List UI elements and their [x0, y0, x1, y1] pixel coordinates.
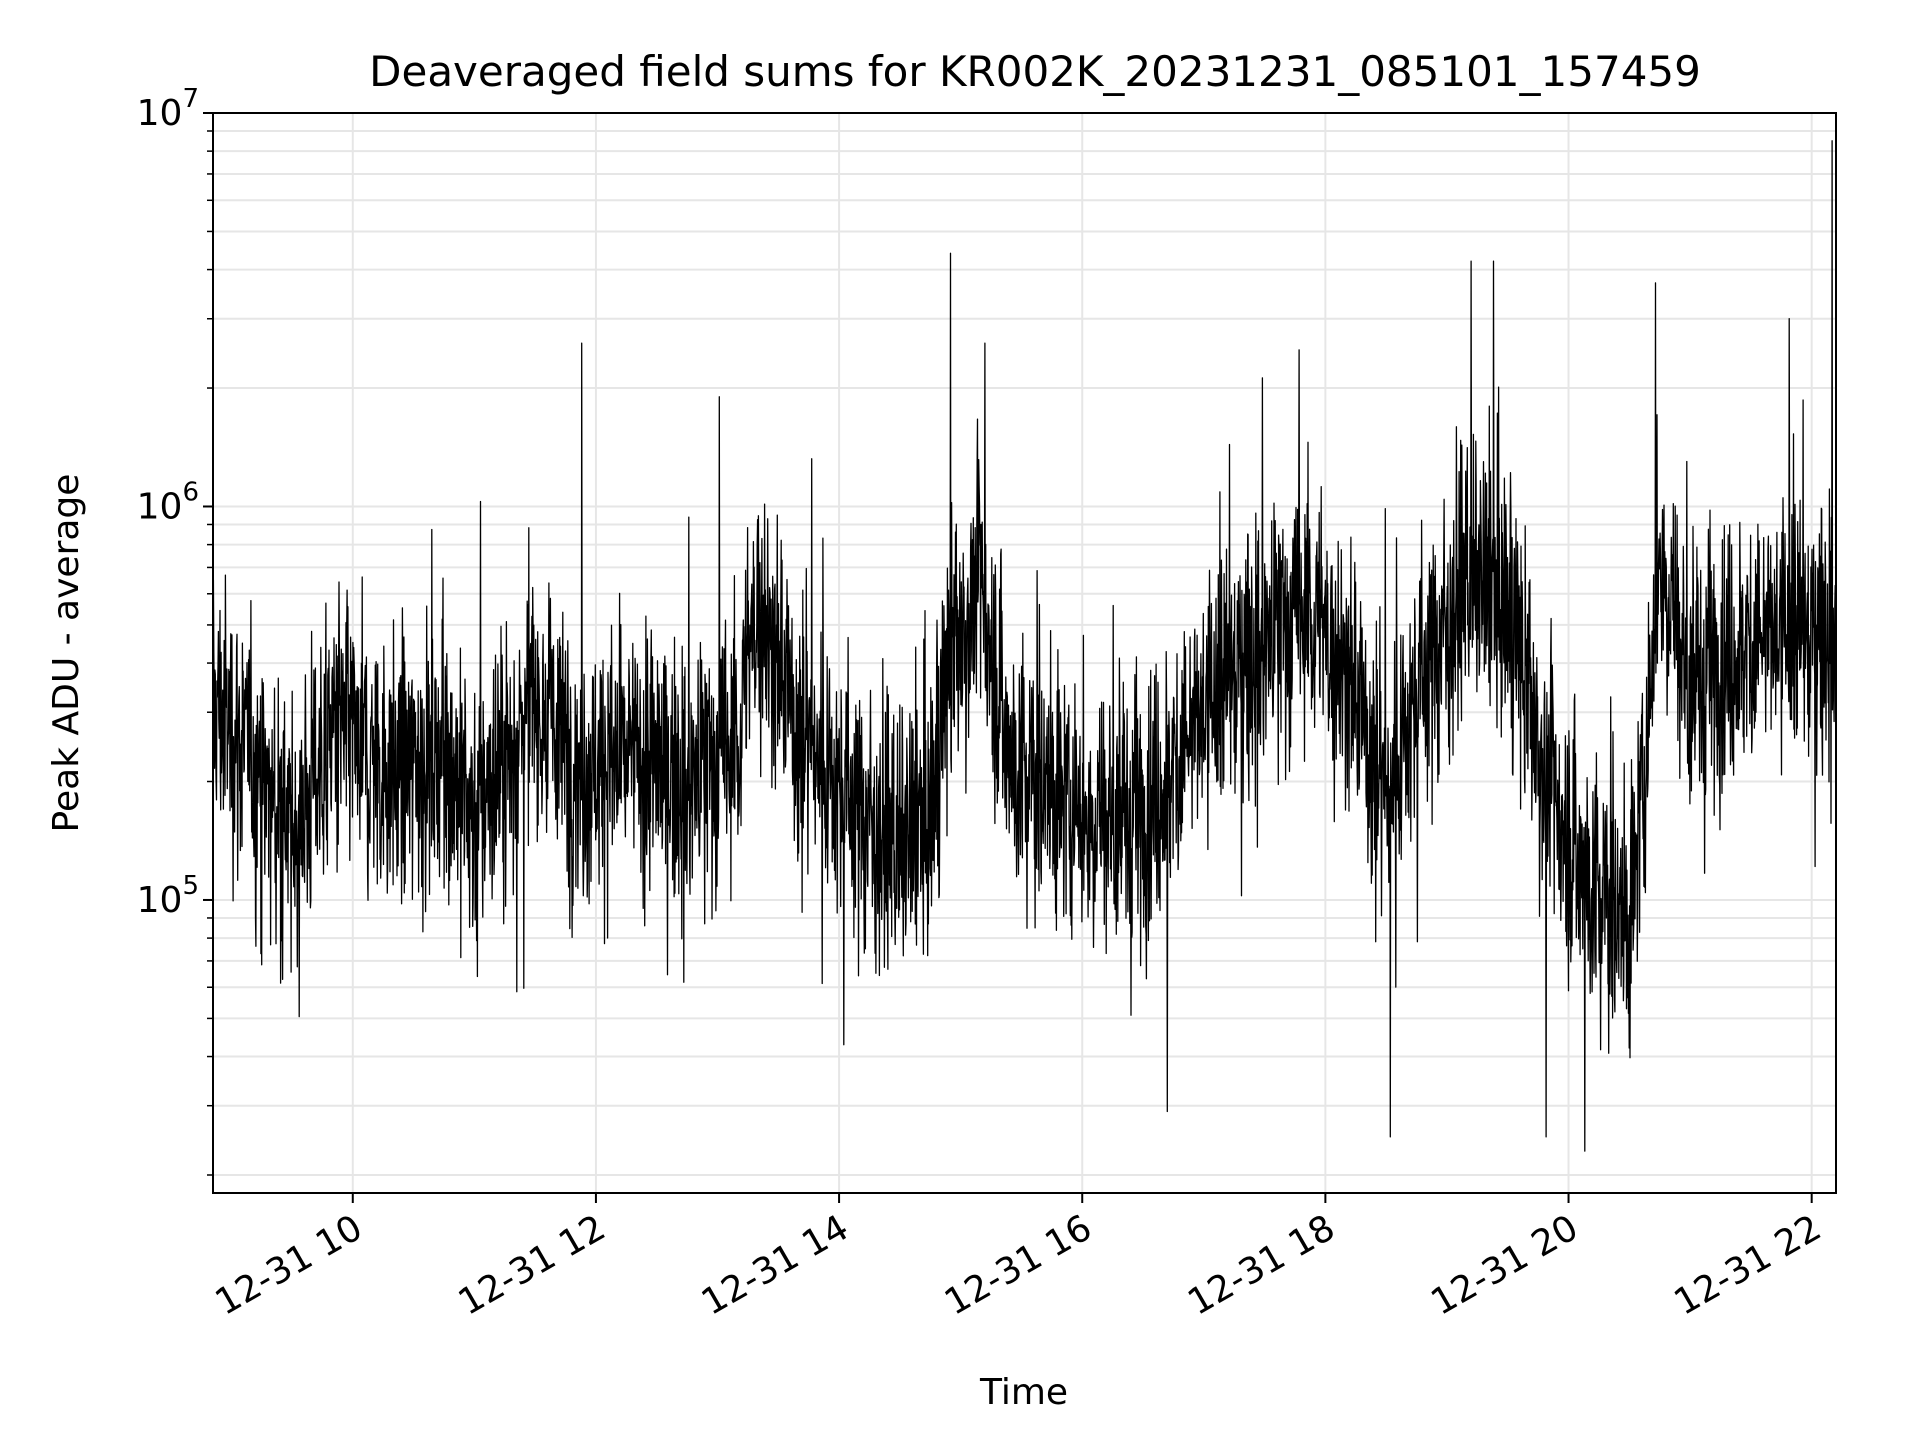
y-tick-label-base: 10 — [137, 93, 183, 134]
plot-area — [213, 140, 1836, 1152]
series-line — [213, 140, 1836, 1152]
y-tick-label-base: 10 — [137, 486, 183, 527]
y-tick-label: 105 — [137, 871, 199, 921]
y-axis-label: Peak ADU - average — [46, 474, 87, 833]
chart-title: Deaveraged field sums for KR002K_2023123… — [369, 47, 1701, 96]
y-tick-label-exponent: 6 — [182, 477, 199, 507]
y-tick-label: 107 — [137, 84, 199, 134]
y-tick-label-exponent: 5 — [182, 871, 199, 901]
plot-frame — [212, 112, 1837, 1194]
y-tick-label-base: 10 — [137, 880, 183, 921]
grid — [213, 112, 1836, 1193]
y-tick-label-exponent: 7 — [182, 84, 199, 114]
x-axis-label: Time — [979, 1372, 1068, 1413]
y-tick-label: 106 — [137, 477, 199, 527]
